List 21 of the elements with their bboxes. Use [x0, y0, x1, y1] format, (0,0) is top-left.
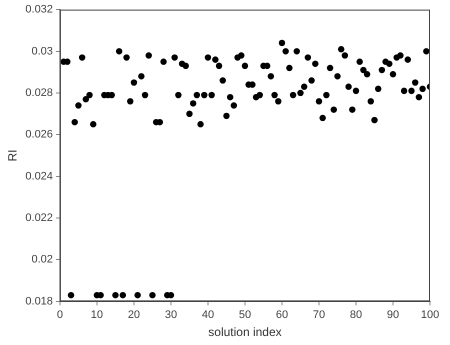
y-tick-label: 0.03	[32, 45, 53, 58]
y-axis-title: RI	[6, 150, 20, 162]
x-tick-label: 90	[386, 309, 400, 322]
y-tick-label: 0.022	[25, 212, 53, 224]
x-tick-label: 0	[56, 309, 63, 322]
y-tick-label: 0.02	[32, 254, 53, 266]
y-tick-label: 0.024	[25, 170, 53, 182]
x-tick-label: 40	[202, 309, 214, 322]
x-tick-label: 50	[238, 309, 252, 322]
x-tick-label: 70	[312, 309, 326, 322]
x-axis-title: solution index	[208, 325, 282, 340]
y-tick-label: 0.032	[25, 4, 53, 16]
x-tick-label: 20	[128, 309, 140, 322]
y-tick-label: 0.028	[25, 87, 53, 100]
x-tick-label: 100	[420, 309, 440, 322]
x-tick-label: 60	[276, 309, 288, 322]
x-tick-label: 10	[90, 309, 104, 322]
x-tick-label: 30	[164, 309, 178, 322]
y-tick-label: 0.026	[25, 128, 53, 141]
y-tick-label: 0.018	[25, 295, 53, 308]
x-tick-label: 80	[350, 309, 362, 322]
